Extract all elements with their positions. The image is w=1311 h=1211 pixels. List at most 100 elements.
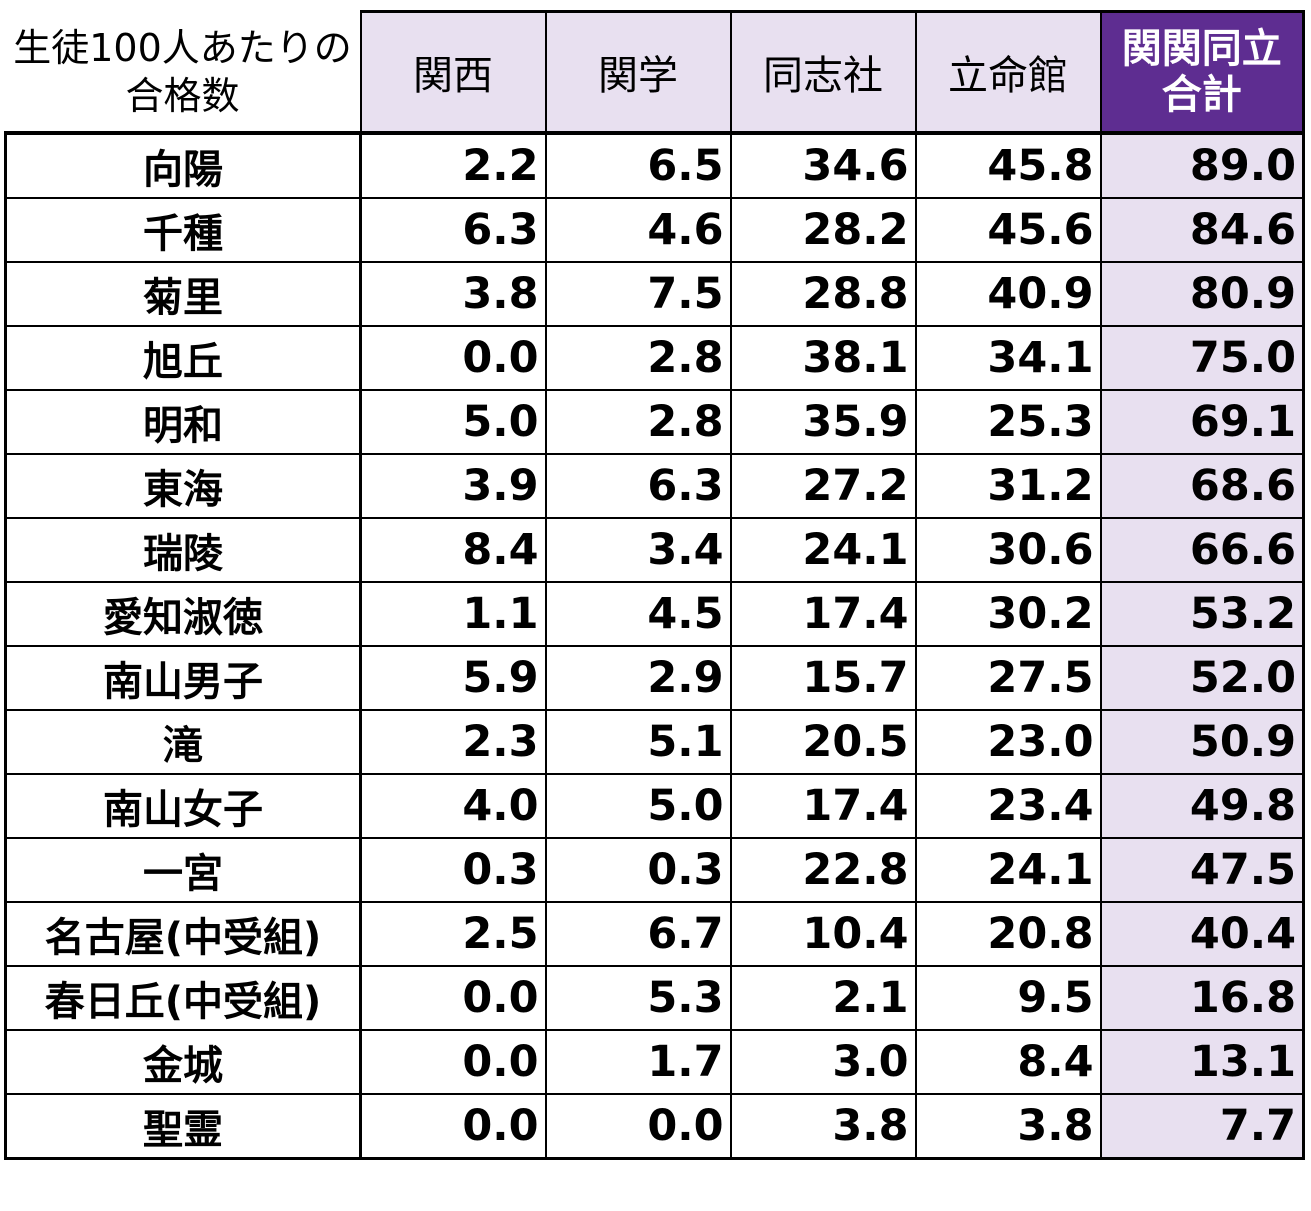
kangaku-value-cell: 4.5 xyxy=(544,580,732,647)
total-value-cell: 89.0 xyxy=(1099,131,1305,199)
column-header-kangaku: 関学 xyxy=(544,10,732,135)
column-header-total: 関関同立 合計 xyxy=(1099,10,1305,135)
doshisha-value-cell: 15.7 xyxy=(729,644,917,711)
table-row: 金城 0.0 1.7 3.0 8.4 13.1 xyxy=(4,1028,1305,1095)
kangaku-value-cell: 0.0 xyxy=(544,1092,732,1160)
ritsumeikan-value-cell: 8.4 xyxy=(914,1028,1102,1095)
doshisha-value-cell: 17.4 xyxy=(729,772,917,839)
kansai-value-cell: 0.0 xyxy=(359,1092,547,1160)
pass-rate-table-wrapper: 生徒100人あたりの 合格数 関西 関学 同志社 立命館 関関同立 合計 向陽 2… xyxy=(4,10,1305,1160)
doshisha-value-cell: 28.2 xyxy=(729,196,917,263)
doshisha-value-cell: 28.8 xyxy=(729,260,917,327)
kangaku-value-cell: 2.8 xyxy=(544,324,732,391)
table-row: 聖霊 0.0 0.0 3.8 3.8 7.7 xyxy=(4,1092,1305,1160)
table-row: 南山女子 4.0 5.0 17.4 23.4 49.8 xyxy=(4,772,1305,839)
doshisha-value-cell: 3.8 xyxy=(729,1092,917,1160)
column-header-kansai: 関西 xyxy=(359,10,547,135)
ritsumeikan-value-cell: 27.5 xyxy=(914,644,1102,711)
total-value-cell: 84.6 xyxy=(1099,196,1305,263)
kansai-value-cell: 1.1 xyxy=(359,580,547,647)
school-name-cell: 向陽 xyxy=(4,131,362,199)
table-row: 瑞陵 8.4 3.4 24.1 30.6 66.6 xyxy=(4,516,1305,583)
kansai-value-cell: 3.9 xyxy=(359,452,547,519)
table-row: 千種 6.3 4.6 28.2 45.6 84.6 xyxy=(4,196,1305,263)
school-name-cell: 東海 xyxy=(4,452,362,519)
table-row: 春日丘(中受組) 0.0 5.3 2.1 9.5 16.8 xyxy=(4,964,1305,1031)
ritsumeikan-value-cell: 23.4 xyxy=(914,772,1102,839)
kangaku-value-cell: 6.3 xyxy=(544,452,732,519)
school-name-cell: 菊里 xyxy=(4,260,362,327)
table-row: 明和 5.0 2.8 35.9 25.3 69.1 xyxy=(4,388,1305,455)
table-body: 向陽 2.2 6.5 34.6 45.8 89.0 千種 6.3 4.6 28.2 45.6 84.6… xyxy=(4,131,1305,1160)
kangaku-value-cell: 5.0 xyxy=(544,772,732,839)
school-name-cell: 愛知淑徳 xyxy=(4,580,362,647)
table-row: 菊里 3.8 7.5 28.8 40.9 80.9 xyxy=(4,260,1305,327)
doshisha-value-cell: 22.8 xyxy=(729,836,917,903)
kangaku-value-cell: 6.7 xyxy=(544,900,732,967)
doshisha-value-cell: 2.1 xyxy=(729,964,917,1031)
school-name-cell: 明和 xyxy=(4,388,362,455)
total-value-cell: 49.8 xyxy=(1099,772,1305,839)
total-value-cell: 52.0 xyxy=(1099,644,1305,711)
school-name-cell: 金城 xyxy=(4,1028,362,1095)
school-name-cell: 一宮 xyxy=(4,836,362,903)
ritsumeikan-value-cell: 3.8 xyxy=(914,1092,1102,1160)
kangaku-value-cell: 5.1 xyxy=(544,708,732,775)
pass-rate-table: 生徒100人あたりの 合格数 関西 関学 同志社 立命館 関関同立 合計 向陽 2… xyxy=(4,10,1305,1160)
ritsumeikan-value-cell: 25.3 xyxy=(914,388,1102,455)
school-name-cell: 聖霊 xyxy=(4,1092,362,1160)
kansai-value-cell: 0.0 xyxy=(359,1028,547,1095)
kansai-value-cell: 0.0 xyxy=(359,964,547,1031)
doshisha-value-cell: 24.1 xyxy=(729,516,917,583)
ritsumeikan-value-cell: 24.1 xyxy=(914,836,1102,903)
kangaku-value-cell: 1.7 xyxy=(544,1028,732,1095)
ritsumeikan-value-cell: 30.2 xyxy=(914,580,1102,647)
table-row: 東海 3.9 6.3 27.2 31.2 68.6 xyxy=(4,452,1305,519)
ritsumeikan-value-cell: 30.6 xyxy=(914,516,1102,583)
kansai-value-cell: 3.8 xyxy=(359,260,547,327)
column-header-doshisha: 同志社 xyxy=(729,10,917,135)
kangaku-value-cell: 6.5 xyxy=(544,131,732,199)
ritsumeikan-value-cell: 9.5 xyxy=(914,964,1102,1031)
kangaku-value-cell: 0.3 xyxy=(544,836,732,903)
table-row: 旭丘 0.0 2.8 38.1 34.1 75.0 xyxy=(4,324,1305,391)
school-name-cell: 春日丘(中受組) xyxy=(4,964,362,1031)
table-row: 愛知淑徳 1.1 4.5 17.4 30.2 53.2 xyxy=(4,580,1305,647)
doshisha-value-cell: 38.1 xyxy=(729,324,917,391)
kangaku-value-cell: 4.6 xyxy=(544,196,732,263)
total-value-cell: 13.1 xyxy=(1099,1028,1305,1095)
doshisha-value-cell: 10.4 xyxy=(729,900,917,967)
kansai-value-cell: 2.2 xyxy=(359,131,547,199)
total-value-cell: 50.9 xyxy=(1099,708,1305,775)
doshisha-value-cell: 17.4 xyxy=(729,580,917,647)
total-value-cell: 66.6 xyxy=(1099,516,1305,583)
doshisha-value-cell: 20.5 xyxy=(729,708,917,775)
total-value-cell: 40.4 xyxy=(1099,900,1305,967)
school-name-cell: 旭丘 xyxy=(4,324,362,391)
ritsumeikan-value-cell: 23.0 xyxy=(914,708,1102,775)
school-name-cell: 滝 xyxy=(4,708,362,775)
kansai-value-cell: 5.9 xyxy=(359,644,547,711)
total-value-cell: 7.7 xyxy=(1099,1092,1305,1160)
ritsumeikan-value-cell: 31.2 xyxy=(914,452,1102,519)
kansai-value-cell: 0.0 xyxy=(359,324,547,391)
school-name-cell: 千種 xyxy=(4,196,362,263)
total-header-line1: 関関同立 xyxy=(1121,25,1282,72)
ritsumeikan-value-cell: 20.8 xyxy=(914,900,1102,967)
total-value-cell: 53.2 xyxy=(1099,580,1305,647)
header-row: 生徒100人あたりの 合格数 関西 関学 同志社 立命館 関関同立 合計 xyxy=(5,10,1305,135)
kansai-value-cell: 6.3 xyxy=(359,196,547,263)
doshisha-value-cell: 34.6 xyxy=(729,131,917,199)
kangaku-value-cell: 2.9 xyxy=(544,644,732,711)
total-value-cell: 47.5 xyxy=(1099,836,1305,903)
corner-header-line1: 生徒100人あたりの xyxy=(13,26,352,70)
kansai-value-cell: 0.3 xyxy=(359,836,547,903)
kangaku-value-cell: 5.3 xyxy=(544,964,732,1031)
total-value-cell: 69.1 xyxy=(1099,388,1305,455)
table-row: 向陽 2.2 6.5 34.6 45.8 89.0 xyxy=(4,131,1305,199)
total-header-line2: 合計 xyxy=(1161,71,1242,118)
corner-header: 生徒100人あたりの 合格数 xyxy=(5,11,362,135)
kangaku-value-cell: 7.5 xyxy=(544,260,732,327)
kangaku-value-cell: 2.8 xyxy=(544,388,732,455)
kansai-value-cell: 2.5 xyxy=(359,900,547,967)
